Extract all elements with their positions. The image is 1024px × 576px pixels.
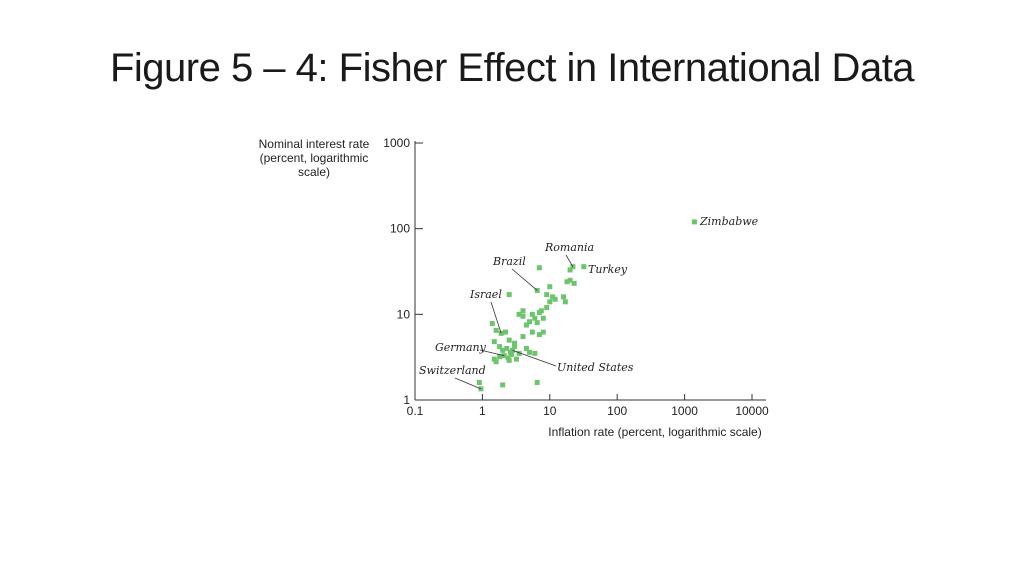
chart-points <box>476 219 697 392</box>
x-tick-label: 100 <box>607 404 627 418</box>
chart-axis-labels: Inflation rate (percent, logarithmic sca… <box>259 137 762 439</box>
x-tick-label: 1 <box>479 404 486 418</box>
data-point <box>544 305 550 311</box>
data-point <box>527 319 533 325</box>
data-point <box>532 315 538 321</box>
data-point <box>540 329 546 335</box>
data-point <box>512 344 518 350</box>
x-axis-label: Inflation rate (percent, logarithmic sca… <box>548 425 761 439</box>
data-point <box>567 277 573 283</box>
data-point <box>523 345 529 351</box>
annotation-label: Romania <box>544 241 594 254</box>
annotation-leader-line <box>490 301 502 334</box>
data-point <box>544 292 550 298</box>
data-point <box>547 284 553 290</box>
data-point <box>520 334 526 340</box>
data-point <box>497 354 503 360</box>
data-point <box>534 320 540 326</box>
y-axis-label-line: (percent, logarithmic <box>260 151 369 165</box>
data-point <box>571 280 577 286</box>
data-point <box>520 313 526 319</box>
chart-axes <box>414 141 766 401</box>
y-tick-label: 1000 <box>383 136 410 150</box>
data-point <box>502 329 508 335</box>
data-point <box>547 299 553 305</box>
data-point <box>564 279 570 285</box>
annotation-leader-line <box>511 268 538 291</box>
data-point <box>476 380 482 386</box>
data-point <box>493 359 499 365</box>
data-point <box>540 315 546 321</box>
data-point <box>552 296 558 302</box>
data-point <box>513 356 519 362</box>
data-point <box>529 311 535 317</box>
data-point <box>561 294 567 300</box>
data-point <box>523 322 529 328</box>
data-point <box>497 344 503 350</box>
annotation-label: Zimbabwe <box>699 215 759 228</box>
y-axis-label-line: scale) <box>298 165 330 179</box>
data-point <box>562 299 568 305</box>
data-point <box>538 308 544 314</box>
data-point <box>504 345 510 351</box>
data-point <box>506 337 512 343</box>
data-point <box>532 350 538 356</box>
data-point <box>493 327 499 333</box>
data-point <box>500 382 506 388</box>
annotation-label: Switzerland <box>419 364 486 377</box>
data-point <box>691 219 697 225</box>
data-point <box>506 292 512 298</box>
data-point <box>516 350 522 356</box>
data-point <box>516 311 522 317</box>
y-tick-label: 10 <box>397 307 411 321</box>
slide-title: Figure 5 – 4: Fisher Effect in Internati… <box>109 46 915 90</box>
data-point <box>536 265 542 271</box>
x-tick-label: 0.1 <box>407 404 424 418</box>
y-axis-label-line: Nominal interest rate <box>259 137 370 151</box>
chart-annotations: Zimbabwe Romania Turkey Brazil Israel Germany… <box>419 215 759 390</box>
x-tick-label: 10 <box>543 404 557 418</box>
data-point <box>536 332 542 338</box>
data-point <box>529 329 535 335</box>
y-tick-label: 100 <box>390 222 410 236</box>
data-point <box>550 294 556 300</box>
y-tick-label: 1 <box>403 393 410 407</box>
annotation-leader-line <box>565 254 574 267</box>
annotation-leader-line <box>454 377 482 390</box>
data-point <box>500 347 506 353</box>
annotation-label: United States <box>557 361 634 374</box>
data-point <box>520 308 526 314</box>
data-point <box>489 321 495 327</box>
x-tick-label: 1000 <box>671 404 698 418</box>
data-point <box>567 267 573 273</box>
data-point <box>527 349 533 355</box>
annotation-label: Turkey <box>588 263 628 276</box>
data-point <box>506 357 512 363</box>
annotation-label: Germany <box>435 341 487 354</box>
x-tick-label: 10000 <box>735 404 769 418</box>
data-point <box>491 356 497 362</box>
annotation-label: Israel <box>469 288 502 301</box>
annotation-label: Brazil <box>492 255 526 268</box>
annotation-leader-line <box>512 349 557 367</box>
data-point <box>491 339 497 345</box>
data-point <box>508 351 514 357</box>
data-point <box>512 340 518 346</box>
data-point <box>581 264 587 270</box>
annotation-leader-line <box>479 349 505 356</box>
data-point <box>534 380 540 386</box>
